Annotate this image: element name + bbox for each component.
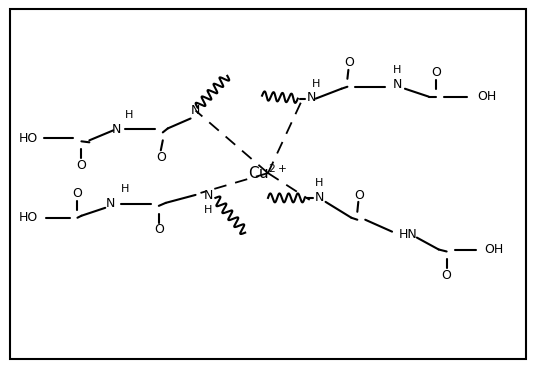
Text: Cu$^{2+}$: Cu$^{2+}$	[249, 164, 287, 183]
Text: OH: OH	[478, 90, 497, 103]
Text: O: O	[72, 187, 83, 201]
Text: HN: HN	[399, 228, 418, 241]
Text: N: N	[106, 197, 115, 210]
Text: H: H	[311, 79, 320, 89]
Text: H: H	[315, 178, 323, 188]
Text: O: O	[431, 66, 441, 79]
Text: O: O	[156, 151, 166, 164]
Text: O: O	[442, 269, 451, 282]
Text: H: H	[393, 65, 401, 75]
Text: O: O	[77, 159, 86, 171]
Text: N: N	[111, 123, 121, 136]
Text: O: O	[154, 223, 164, 236]
Text: OH: OH	[485, 243, 504, 256]
Text: HO: HO	[19, 211, 38, 224]
Text: H: H	[121, 184, 130, 194]
Text: N: N	[315, 191, 324, 204]
Text: H: H	[204, 205, 212, 215]
Text: H: H	[125, 110, 133, 120]
Text: N: N	[307, 91, 316, 104]
Text: O: O	[345, 56, 354, 70]
Text: N: N	[204, 190, 213, 202]
Text: N: N	[393, 78, 403, 91]
Text: O: O	[354, 190, 364, 202]
Text: N: N	[191, 104, 200, 117]
Text: HO: HO	[19, 132, 38, 145]
